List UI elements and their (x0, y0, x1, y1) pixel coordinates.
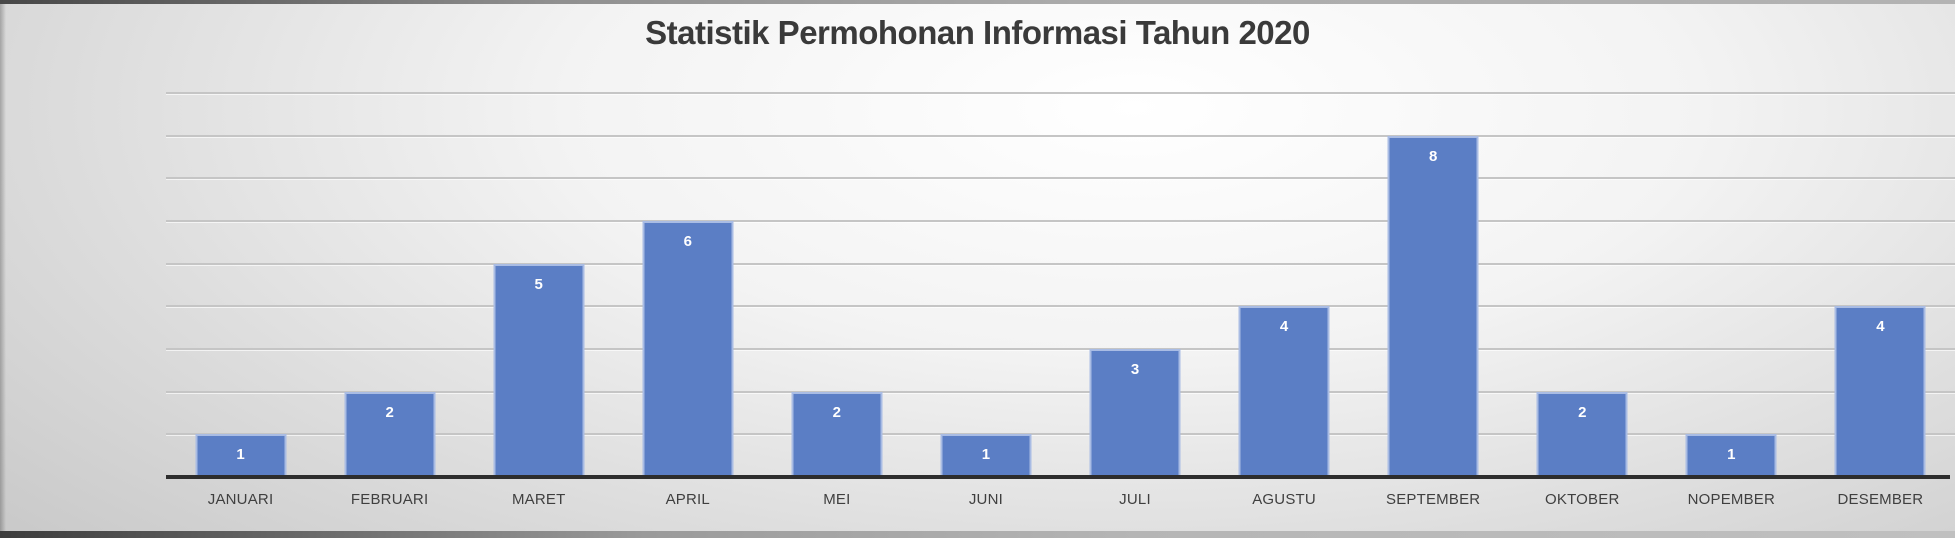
bar-slot-nopember: 1 (1657, 93, 1806, 477)
bar-juni: 1 (940, 434, 1032, 477)
gridline (166, 348, 1955, 351)
top-edge-strip (0, 0, 1955, 4)
bar-slot-januari: 1 (166, 93, 315, 477)
chart-title: Statistik Permohonan Informasi Tahun 202… (645, 14, 1310, 51)
x-axis-label: DESEMBER (1837, 491, 1924, 508)
bar-value-label: 2 (385, 403, 394, 421)
bar-value-label: 6 (683, 233, 692, 250)
gridline (166, 177, 1955, 180)
x-axis-labels: JANUARI FEBRUARI MARET APRIL MEI JUNI JULI AGUS… (166, 491, 1955, 509)
bar-nopember: 1 (1685, 434, 1777, 477)
bar-slot-mei: 2 (762, 93, 911, 477)
x-axis-label: JUNI (968, 491, 1003, 508)
bar-slot-juni: 1 (911, 93, 1060, 477)
bar-value-label: 1 (1727, 446, 1736, 464)
bar-slot-agustu: 4 (1210, 93, 1359, 477)
x-axis-label: NOPEMBER (1687, 491, 1776, 508)
bar-value-label: 4 (1876, 318, 1885, 336)
bar-value-label: 4 (1279, 318, 1289, 336)
bar-value-label: 1 (236, 446, 245, 464)
bar-mei: 2 (791, 391, 883, 477)
x-axis-label: APRIL (665, 491, 710, 508)
bar-value-label: 2 (1578, 403, 1587, 421)
bar-value-label: 3 (1130, 361, 1140, 378)
bar-value-label: 2 (832, 403, 842, 421)
x-axis-label: AGUSTU (1252, 491, 1316, 508)
x-axis-label: JULI (1119, 491, 1151, 508)
x-axis-label: FEBRUARI (350, 491, 429, 508)
bar-januari: 1 (195, 434, 287, 477)
bar-juli: 3 (1089, 349, 1181, 477)
gridline (166, 92, 1955, 94)
bar-value-label: 1 (981, 446, 991, 464)
gridline (166, 390, 1955, 393)
bar-slot-juli: 3 (1060, 93, 1209, 477)
x-axis-label: MEI (823, 491, 851, 508)
bar-maret: 5 (493, 263, 585, 477)
bar-slot-maret: 5 (464, 93, 613, 477)
bar-slot-februari: 2 (315, 93, 464, 477)
x-axis-label: MARET (511, 491, 566, 508)
gridline (166, 305, 1955, 308)
bar-oktober: 2 (1536, 391, 1628, 477)
x-axis-label: JANUARI (207, 491, 274, 508)
bar-slot-september: 8 (1359, 93, 1508, 477)
bar-april: 6 (642, 221, 734, 477)
bottom-edge-strip (0, 531, 1955, 538)
bar-value-label: 8 (1428, 147, 1438, 165)
bars-container: 1 2 5 6 2 1 3 4 8 2 1 4 (166, 93, 1955, 477)
bar-value-label: 5 (534, 275, 543, 293)
x-axis-label: SEPTEMBER (1386, 491, 1481, 508)
plot-area: 1 2 5 6 2 1 3 4 8 2 1 4 (166, 92, 1955, 479)
bar-september: 8 (1387, 135, 1479, 477)
bar-slot-desember: 4 (1806, 93, 1955, 477)
bar-februari: 2 (344, 391, 436, 477)
gridline (166, 220, 1955, 223)
bar-slot-april: 6 (613, 93, 762, 477)
gridline (166, 262, 1955, 265)
x-axis-label: OKTOBER (1545, 491, 1620, 508)
gridline (166, 433, 1955, 436)
bar-agustu: 4 (1238, 306, 1330, 477)
gridline (166, 134, 1955, 137)
x-axis-line (166, 475, 1950, 479)
bar-slot-oktober: 2 (1508, 93, 1657, 477)
bar-desember: 4 (1834, 306, 1926, 477)
